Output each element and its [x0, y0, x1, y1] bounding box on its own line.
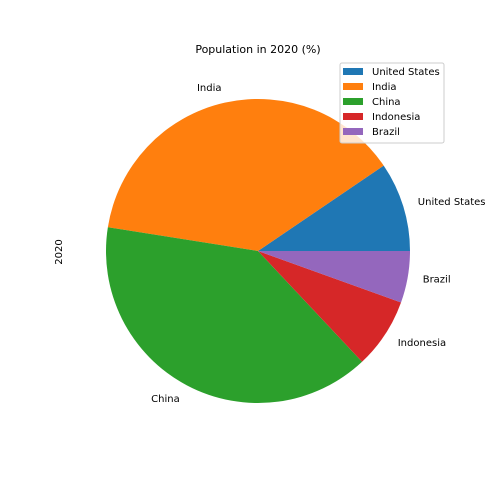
legend-label-china: China	[372, 97, 401, 108]
chart-title: Population in 2020 (%)	[195, 43, 320, 56]
slice-label-united-states: United States	[418, 197, 486, 208]
legend-items: United States India China Indonesia Brazil	[343, 67, 440, 138]
legend-swatch-india	[343, 83, 363, 90]
pie-slice-china	[106, 227, 363, 403]
legend: United States India China Indonesia Brazil	[339, 62, 445, 144]
pie-slice-indonesia	[258, 251, 402, 362]
slice-label-india: India	[197, 83, 222, 94]
legend-swatch-united-states	[343, 68, 363, 75]
pie-slice-brazil	[258, 251, 410, 303]
slice-label-indonesia: Indonesia	[398, 338, 446, 349]
pie-slices	[106, 98, 410, 403]
legend-swatch-china	[343, 98, 363, 105]
slice-label-china: China	[151, 394, 180, 405]
pie-slice-india	[107, 98, 384, 251]
legend-swatch-brazil	[343, 128, 363, 135]
legend-frame	[339, 62, 445, 144]
pie-slice-united-states	[258, 165, 410, 251]
y-axis-label: 2020	[54, 239, 65, 264]
legend-label-united-states: United States	[372, 67, 440, 78]
pie-slice-labels: United States India China Indonesia Brazil	[151, 83, 485, 405]
slice-label-brazil: Brazil	[423, 275, 451, 286]
legend-swatch-indonesia	[343, 113, 363, 120]
legend-label-india: India	[372, 82, 397, 93]
legend-label-brazil: Brazil	[372, 127, 400, 138]
legend-label-indonesia: Indonesia	[372, 112, 420, 123]
